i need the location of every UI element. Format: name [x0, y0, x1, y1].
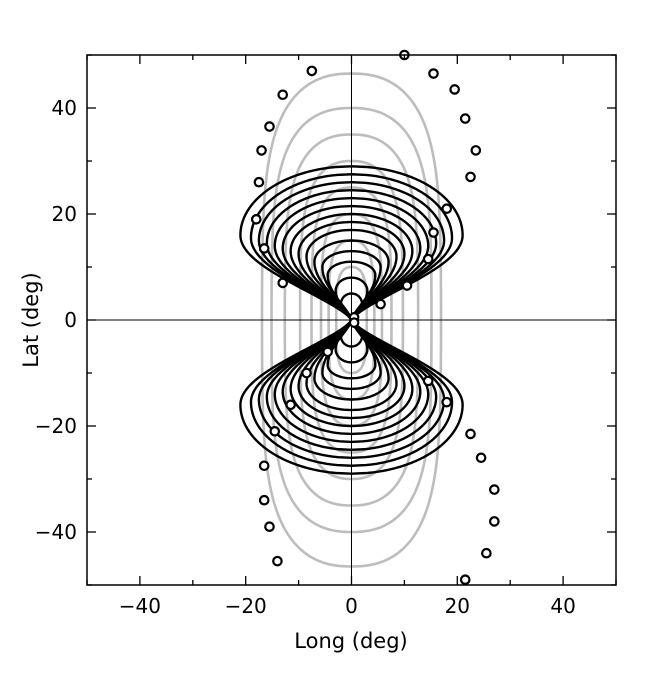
data-point [250, 214, 262, 225]
x-tick-label: −20 [225, 594, 267, 618]
y-tick-label: 40 [52, 96, 77, 120]
data-point [258, 243, 270, 254]
tick-labels: −40 −20 0 20 40 −40 −20 0 20 40 [35, 96, 576, 618]
y-tick-label: 20 [52, 202, 77, 226]
data-point [459, 113, 471, 124]
y-tick-label: −20 [35, 414, 77, 438]
data-point [422, 253, 434, 265]
data-point [441, 203, 453, 214]
data-point [258, 460, 270, 472]
data-point [277, 277, 289, 289]
ticks [86, 54, 617, 586]
data-point [459, 574, 471, 585]
scatter-points [250, 49, 500, 585]
data-point [401, 280, 413, 291]
data-point [449, 84, 460, 95]
x-axis-title: Long (deg) [294, 629, 407, 653]
data-point [489, 516, 500, 527]
x-tick-label: 40 [550, 594, 575, 618]
data-point [253, 176, 265, 188]
data-point [258, 494, 270, 506]
data-point [475, 452, 487, 464]
y-tick-label: 0 [64, 308, 77, 332]
data-point [256, 145, 267, 156]
data-point [470, 145, 482, 156]
y-tick-label: −40 [35, 520, 77, 544]
x-tick-label: 20 [445, 594, 470, 618]
data-point [465, 171, 476, 183]
data-point [428, 68, 439, 79]
data-point [272, 555, 283, 567]
data-point [375, 298, 386, 310]
data-point [322, 346, 333, 358]
x-tick-label: 0 [345, 594, 358, 618]
data-point [269, 425, 281, 437]
data-point [285, 399, 296, 411]
data-point [306, 65, 318, 77]
x-tick-label: −40 [119, 594, 161, 618]
data-point [441, 396, 453, 408]
data-point [348, 317, 360, 328]
y-axis-title: Lat (deg) [19, 272, 43, 367]
data-point [465, 428, 476, 440]
data-point [264, 121, 275, 132]
data-point [422, 375, 434, 387]
data-point [277, 89, 289, 101]
data-point [301, 367, 312, 379]
data-point [489, 484, 500, 495]
data-point [481, 547, 492, 559]
data-point [264, 521, 275, 532]
data-point [428, 227, 439, 238]
